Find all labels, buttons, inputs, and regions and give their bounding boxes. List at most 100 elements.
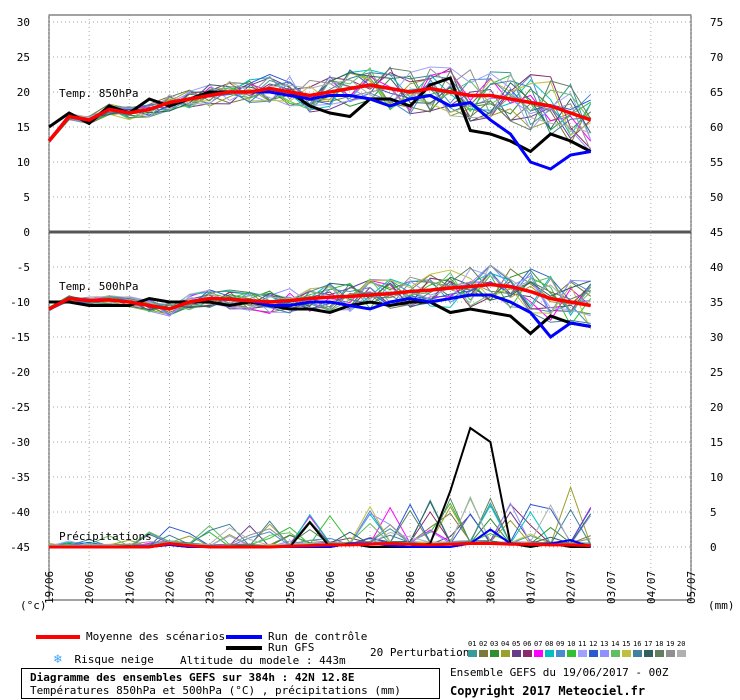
right-tick-label: 15: [710, 436, 723, 449]
footer-title: Diagramme des ensembles GEFS sur 384h : …: [30, 671, 355, 684]
perturbation-line-500: [48, 268, 591, 317]
perturbation-number: 20: [677, 640, 686, 648]
x-tick-label: 05/07: [685, 571, 698, 604]
right-tick-label: 20: [710, 401, 723, 414]
perturbation-lines: [48, 66, 592, 548]
perturbation-color-swatch: [633, 650, 642, 657]
perturbation-color-swatch: [490, 650, 499, 657]
perturbation-number: 09: [556, 640, 565, 648]
perturbation-number: 13: [600, 640, 609, 648]
perturbation-number: 07: [534, 640, 543, 648]
x-tick-label: 22/06: [163, 571, 176, 604]
perturbation-color-swatch: [644, 650, 653, 657]
perturbation-line-500: [48, 266, 591, 312]
perturbation-number: 03: [490, 640, 499, 648]
footer-copyright: Copyright 2017 Meteociel.fr: [450, 684, 646, 698]
right-tick-label: 10: [710, 471, 723, 484]
perturbation-line-precip: [48, 497, 591, 548]
perturbation-number: 11: [578, 640, 587, 648]
snowflake-icon: ❄: [54, 652, 62, 667]
left-tick-label: 25: [17, 51, 30, 64]
left-tick-label: -10: [10, 296, 30, 309]
x-tick-label: 01/07: [525, 571, 538, 604]
mean-line-850: [47, 83, 592, 143]
perturbation-color-swatch: [512, 650, 521, 657]
perturbation-number: 17: [644, 640, 653, 648]
right-tick-label: 0: [710, 541, 717, 554]
right-tick-label: 60: [710, 121, 723, 134]
legend-mean-swatch: [36, 635, 80, 639]
right-tick-label: 75: [710, 16, 723, 29]
x-tick-label: 03/07: [605, 571, 618, 604]
left-tick-label: 30: [17, 16, 30, 29]
perturbation-number: 02: [479, 640, 488, 648]
perturbation-number: 04: [501, 640, 510, 648]
mean-line-500: [48, 282, 592, 311]
right-tick-label: 35: [710, 296, 723, 309]
right-tick-label: 40: [710, 261, 723, 274]
perturbation-color-swatch: [523, 650, 532, 657]
perturbation-color-swatch: [556, 650, 565, 657]
left-tick-label: 0: [23, 226, 30, 239]
left-tick-label: -40: [10, 506, 30, 519]
perturbation-color-swatch: [622, 650, 631, 657]
perturbation-line-500: [48, 264, 591, 311]
left-tick-label: 10: [17, 156, 30, 169]
legend-control: Run de contrôle: [226, 630, 367, 643]
x-tick-label: 21/06: [123, 571, 136, 604]
x-tick-label: 26/06: [324, 571, 337, 604]
right-tick-label: 25: [710, 366, 723, 379]
perturbation-color-swatch: [578, 650, 587, 657]
perturbation-color-swatch: [545, 650, 554, 657]
legend-altitude: Altitude du modele : 443m: [180, 654, 346, 667]
x-tick-label: 20/06: [83, 571, 96, 604]
footer-ensemble: Ensemble GEFS du 19/06/2017 - 00Z: [450, 666, 669, 679]
perturbation-number: 10: [567, 640, 576, 648]
legend-snow-label: Risque neige: [74, 653, 154, 666]
main-series: [47, 76, 592, 549]
perturbation-color-swatch: [479, 650, 488, 657]
panel-label-precip: Précipitations: [59, 530, 152, 543]
perturbation-color-swatch: [589, 650, 598, 657]
right-tick-label: 45: [710, 226, 723, 239]
unit-left: (°c): [20, 599, 47, 612]
x-tick-label: 24/06: [244, 571, 257, 604]
legend-control-swatch: [226, 635, 262, 639]
panel-label-850: Temp. 850hPa: [59, 87, 138, 100]
left-tick-label: -35: [10, 471, 30, 484]
left-tick-label: -20: [10, 366, 30, 379]
x-tick-label: 27/06: [364, 571, 377, 604]
x-tick-label: 23/06: [204, 571, 217, 604]
right-tick-label: 55: [710, 156, 723, 169]
right-tick-label: 50: [710, 191, 723, 204]
right-tick-label: 65: [710, 86, 723, 99]
perturbation-color-swatch: [501, 650, 510, 657]
legend-control-label: Run de contrôle: [268, 630, 368, 643]
left-tick-label: -5: [17, 261, 30, 274]
x-tick-label: 19/06: [43, 571, 56, 604]
left-tick-label: -45: [10, 541, 30, 554]
perturbation-color-swatch: [534, 650, 543, 657]
perturbation-color-swatch: [655, 650, 664, 657]
x-tick-label: 29/06: [444, 571, 457, 604]
perturbation-color-swatch: [468, 650, 477, 657]
perturbation-number: 16: [633, 640, 642, 648]
x-tick-label: 02/07: [565, 571, 578, 604]
perturbation-color-swatch: [677, 650, 686, 657]
x-tick-label: 30/06: [484, 571, 497, 604]
mean-line-precip: [49, 541, 591, 549]
right-tick-label: 30: [710, 331, 723, 344]
footer-subtitle: Températures 850hPa et 500hPa (°C) , pré…: [30, 684, 401, 697]
unit-right: (mm): [708, 599, 735, 612]
left-tick-label: -30: [10, 436, 30, 449]
left-tick-label: 20: [17, 86, 30, 99]
left-tick-label: -15: [10, 331, 30, 344]
footer-title-box: Diagramme des ensembles GEFS sur 384h : …: [21, 668, 440, 699]
perturbation-number: 08: [545, 640, 554, 648]
perturbation-number: 14: [611, 640, 620, 648]
perturbation-line-850: [48, 66, 592, 141]
perturbation-color-swatch: [600, 650, 609, 657]
perturbation-number: 01: [468, 640, 477, 648]
legend-mean: Moyenne des scénarios: [36, 630, 225, 643]
right-tick-label: 5: [710, 506, 717, 519]
